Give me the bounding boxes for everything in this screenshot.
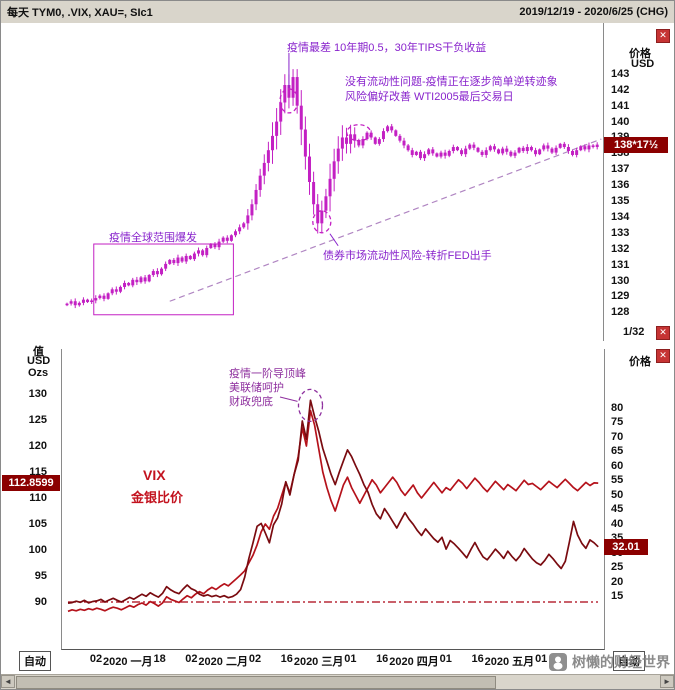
ratio-current-badge: 112.8599 bbox=[2, 475, 60, 491]
line-chart[interactable] bbox=[61, 349, 605, 650]
axis-tick-label: 65 bbox=[611, 445, 624, 458]
date-range: 2019/12/19 - 2020/6/25 (CHG) bbox=[519, 6, 668, 18]
axis-tick-label: 137 bbox=[611, 163, 630, 176]
scroll-left-button[interactable]: ◄ bbox=[1, 675, 15, 688]
x-axis-tick-label: 2020 三月 bbox=[293, 656, 344, 668]
axis-tick-label: 135 bbox=[611, 195, 630, 208]
scrollbar-thumb[interactable] bbox=[16, 676, 496, 689]
axis-tick-label: 128 bbox=[611, 306, 630, 319]
axis-tick-label: 75 bbox=[611, 416, 624, 429]
x-axis-tick-label: 16 bbox=[376, 653, 389, 665]
value-axis-header: 值 bbox=[33, 346, 44, 358]
axis-tick-label: 110 bbox=[29, 491, 47, 504]
axis-tick-label: 136 bbox=[611, 179, 630, 192]
axis-tick-label: 105 bbox=[28, 517, 47, 530]
x-axis-tick-label: 01 bbox=[535, 653, 548, 665]
x-axis-tick-label: 16 bbox=[471, 653, 484, 665]
instrument-title: 每天 TYM0, .VIX, XAU=, SIc1 bbox=[7, 7, 153, 19]
axis-tick-label: 143 bbox=[611, 67, 630, 80]
axis-tick-label: 120 bbox=[28, 439, 47, 452]
series-label-gold-silver-ratio: 金银比价 bbox=[131, 490, 184, 505]
value-axis-unit-ozs: Ozs bbox=[28, 367, 49, 379]
axis-tick-label: 100 bbox=[28, 543, 47, 556]
annotation-fiscal-backstop: 财政兜底 bbox=[229, 396, 273, 408]
horizontal-scrollbar[interactable]: ◄ ► bbox=[1, 674, 674, 689]
axis-tick-label: 95 bbox=[34, 569, 47, 582]
current-price-badge: 138*17½ bbox=[604, 137, 668, 153]
watermark: 树懒的财经世界 bbox=[549, 652, 670, 672]
x-axis-tick-label: 2020 一月 bbox=[103, 656, 153, 668]
x-axis-tick-label: 01 bbox=[439, 653, 452, 665]
price-axis-unit: USD bbox=[631, 58, 655, 70]
x-axis-tick-label: 18 bbox=[153, 653, 166, 665]
x-axis-tick-label: 2020 四月 bbox=[389, 656, 439, 668]
axis-tick-label: 130 bbox=[28, 387, 47, 400]
value-axis-unit-usd: USD bbox=[27, 355, 51, 367]
bond-futures-panel: 疫情最差 10年期0.5，30年TIPS干负收益 没有流动性问题-疫情正在逐步简… bbox=[1, 23, 674, 342]
axis-tick-label: 140 bbox=[611, 115, 630, 128]
axis-tick-label: 45 bbox=[611, 503, 624, 516]
candlestick-chart[interactable] bbox=[61, 23, 604, 341]
axis-tick-label: 20 bbox=[611, 575, 624, 588]
annotation-bond-liquidity-risk: 债券市场流动性风险-转折FED出手 bbox=[323, 250, 492, 262]
axis-tick-label: 50 bbox=[611, 488, 624, 501]
top-price-axis: ✕ 价格 USD 1431421411401391381371361351341… bbox=[603, 23, 674, 341]
vix-current-badge: 32.01 bbox=[604, 539, 648, 555]
axis-tick-label: 130 bbox=[611, 274, 630, 287]
x-axis-row: 自动 02 2020 一月 18 02 2020 二月 02 16 2020 三月 01 16 20… bbox=[1, 649, 674, 677]
x-axis-tick-label: 02 bbox=[248, 653, 262, 665]
annotation-fed-support: 美联储呵护 bbox=[229, 382, 284, 394]
axis-tick-label: 15 bbox=[611, 589, 624, 602]
watermark-logo-icon bbox=[549, 653, 567, 671]
close-icon[interactable]: ✕ bbox=[656, 349, 670, 363]
annotation-no-liquidity-2: 风险偏好改善 WTI2005最后交易日 bbox=[345, 91, 514, 103]
close-icon[interactable]: ✕ bbox=[656, 29, 670, 43]
axis-tick-label: 90 bbox=[34, 595, 47, 608]
axis-tick-label: 131 bbox=[611, 258, 630, 271]
vix-ratio-panel: 值 USD Ozs 130 125 120 115 110 105 100 95 90 112.… bbox=[1, 341, 674, 650]
axis-tick-label: 132 bbox=[611, 242, 630, 255]
x-axis-tick-label: 02 bbox=[185, 653, 198, 665]
axis-tick-label: 60 bbox=[611, 459, 624, 472]
x-axis-tick-label: 2020 二月 bbox=[198, 656, 248, 668]
axis-tick-label: 142 bbox=[611, 83, 630, 96]
series-label-vix: VIX bbox=[143, 467, 166, 483]
annotation-global-outbreak: 疫情全球范围爆发 bbox=[109, 232, 197, 244]
x-axis-tick-label: 02 bbox=[89, 653, 103, 665]
tick-unit-label: 1/32 bbox=[623, 326, 645, 338]
axis-tick-label: 133 bbox=[611, 226, 630, 239]
x-axis-tick-label: 16 bbox=[280, 653, 293, 665]
chart-header-bar: 每天 TYM0, .VIX, XAU=, SIc1 2019/12/19 - 2… bbox=[1, 1, 674, 24]
axis-tick-label: 40 bbox=[611, 517, 624, 530]
bottom-left-axis: 值 USD Ozs 130 125 120 115 110 105 100 95 90 112.… bbox=[1, 341, 61, 649]
watermark-text: 树懒的财经世界 bbox=[572, 654, 670, 670]
axis-tick-label: 55 bbox=[611, 474, 624, 487]
axis-tick-label: 80 bbox=[611, 401, 624, 414]
bottom-right-axis: ✕ 价格 8075706560555045403530252015 32.01 bbox=[603, 341, 674, 649]
scroll-right-button[interactable]: ► bbox=[660, 675, 674, 688]
axis-tick-label: 70 bbox=[611, 430, 624, 443]
annotation-pandemic-peak-1: 疫情一阶导顶峰 bbox=[229, 368, 306, 380]
axis-tick-label: 141 bbox=[611, 99, 630, 112]
annotation-pandemic-worst: 疫情最差 10年期0.5，30年TIPS干负收益 bbox=[287, 42, 487, 54]
bottom-price-axis-header: 价格 bbox=[629, 356, 651, 368]
annotation-no-liquidity-1: 没有流动性问题-疫情正在逐步简单逆转迹象 bbox=[345, 76, 558, 88]
axis-tick-label: 134 bbox=[611, 210, 630, 223]
axis-tick-label: 125 bbox=[28, 413, 47, 426]
close-icon[interactable]: ✕ bbox=[656, 326, 670, 340]
x-axis-tick-label: 2020 五月 bbox=[484, 656, 535, 668]
x-axis-tick-label: 01 bbox=[344, 653, 357, 665]
auto-scale-button-left[interactable]: 自动 bbox=[19, 651, 51, 671]
axis-tick-label: 115 bbox=[29, 465, 47, 478]
axis-tick-label: 25 bbox=[611, 561, 624, 574]
price-axis-header: 价格 bbox=[629, 48, 651, 60]
axis-tick-label: 129 bbox=[611, 290, 630, 303]
auto-scale-button-right[interactable]: 自动 bbox=[613, 651, 645, 671]
